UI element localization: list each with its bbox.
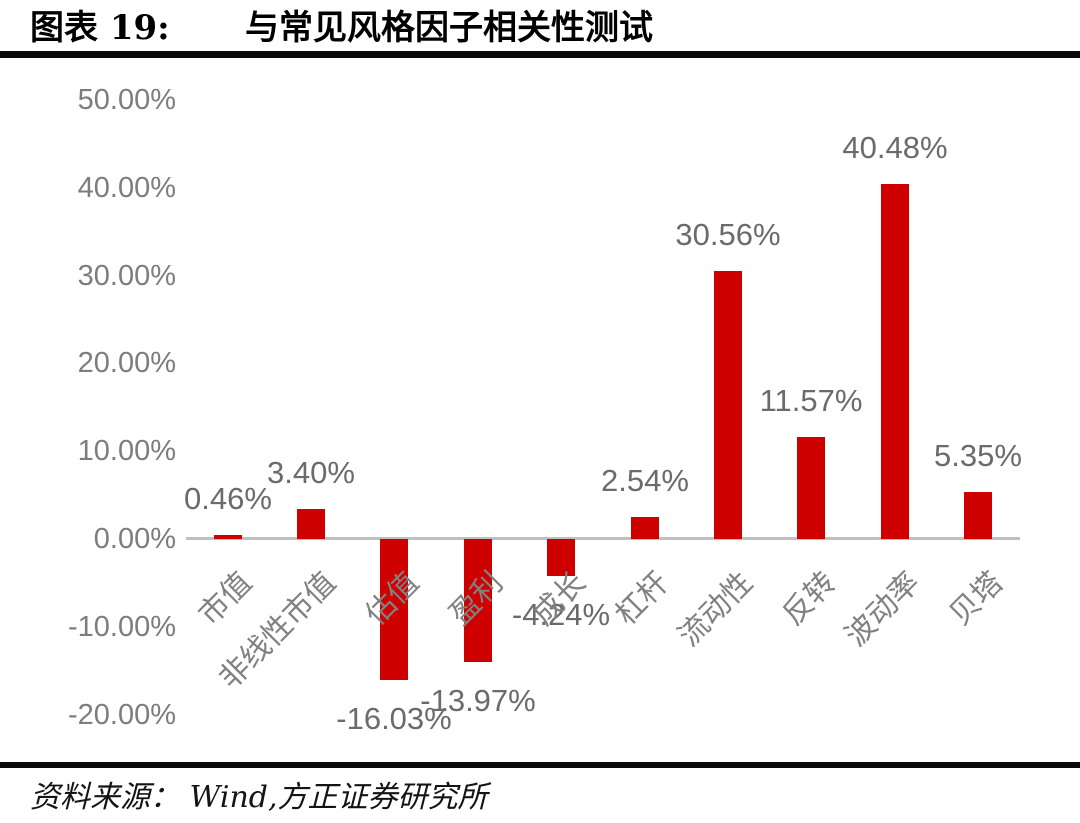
header-divider-line — [0, 51, 1080, 58]
x-axis-label: 贝塔 — [943, 566, 1010, 632]
x-axis-label: 反转 — [776, 566, 843, 632]
bar — [964, 492, 992, 539]
bar — [380, 539, 408, 680]
bar-value-label: 0.46% — [184, 481, 272, 516]
x-axis-label: 流动性 — [672, 566, 760, 653]
x-axis-line — [186, 537, 1020, 540]
y-axis-tick-label: 50.00% — [77, 84, 176, 116]
x-axis-label: 波动率 — [839, 566, 927, 653]
bar — [714, 271, 742, 539]
y-axis-tick-label: 30.00% — [77, 260, 176, 292]
y-axis-tick-label: 10.00% — [77, 435, 176, 467]
y-axis-tick-label: 20.00% — [77, 347, 176, 379]
bar — [881, 184, 909, 539]
x-axis-label: 市值 — [192, 566, 259, 632]
bar — [214, 535, 242, 539]
source-note: 资料来源： Wind,方正证券研究所 — [30, 780, 488, 815]
footer-divider-line — [0, 762, 1080, 768]
y-axis-tick-label: -10.00% — [67, 611, 176, 643]
y-axis-tick-label: 40.00% — [77, 172, 176, 204]
bar — [631, 517, 659, 539]
bar-value-label: 5.35% — [934, 438, 1022, 473]
bar-value-label: 40.48% — [842, 130, 948, 165]
bar-value-label: -13.97% — [420, 683, 536, 718]
bar-value-label: 11.57% — [759, 383, 863, 418]
bar-value-label: -4.24% — [511, 597, 611, 632]
bar-value-label: 30.56% — [675, 217, 781, 252]
x-axis-label: 估值 — [359, 566, 426, 632]
figure-number-label: 图表 19: — [30, 8, 170, 48]
bar — [464, 539, 492, 662]
figure-title: 与常见风格因子相关性测试 — [245, 8, 653, 48]
bar — [797, 437, 825, 539]
y-axis-tick-label: -20.00% — [67, 699, 176, 731]
bar — [297, 509, 325, 539]
bar-value-label: 3.40% — [267, 455, 355, 490]
bar-value-label: -16.03% — [336, 701, 452, 736]
y-axis-tick-label: 0.00% — [93, 523, 176, 555]
bar — [547, 539, 575, 576]
bar-value-label: 2.54% — [601, 463, 689, 498]
